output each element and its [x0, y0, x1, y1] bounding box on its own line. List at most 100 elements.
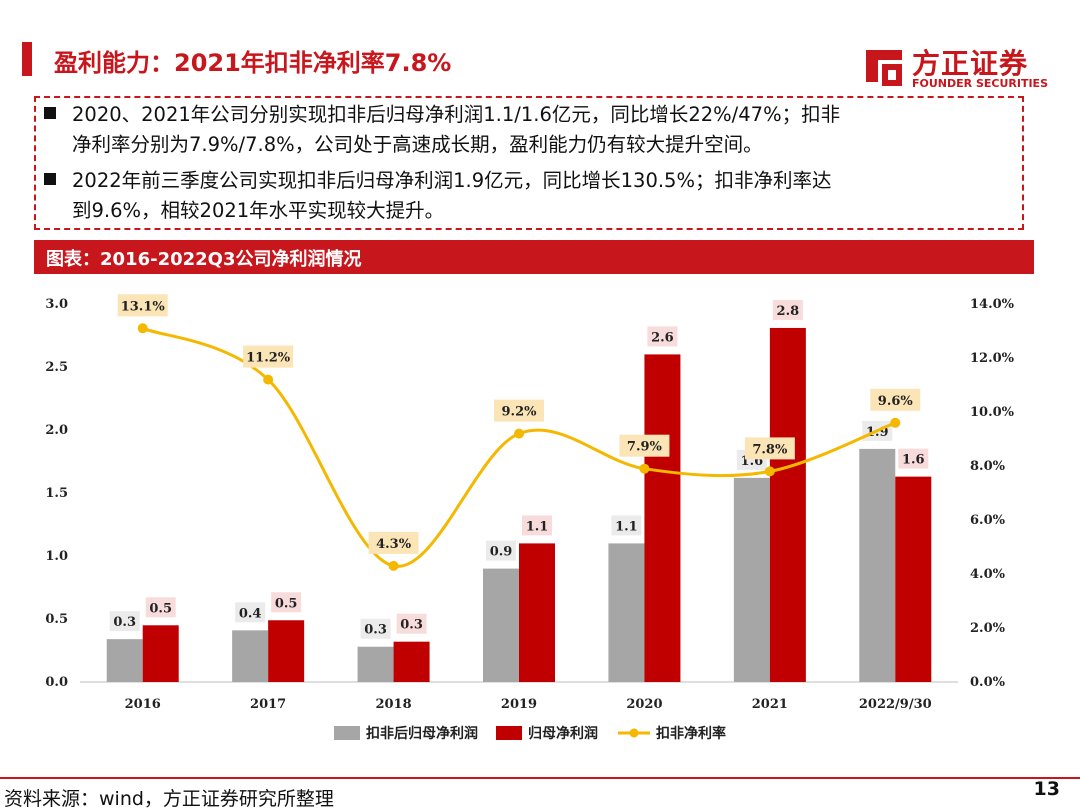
- x-tick-label: 2022/9/30: [859, 697, 932, 712]
- bullet-text-cont: 到9.6%，相较2021年水平实现较大提升。: [72, 199, 445, 222]
- summary-box: 2020、2021年公司分别实现扣非后归母净利润1.1/1.6亿元，同比增长22…: [34, 96, 1024, 230]
- bullet-item: 2020、2021年公司分别实现扣非后归母净利润1.1/1.6亿元，同比增长22…: [44, 100, 1014, 160]
- bar-value-label: 2.8: [777, 304, 800, 319]
- page-number: 13: [1033, 778, 1060, 800]
- y2-tick-label: 6.0%: [970, 513, 1006, 528]
- y2-tick-label: 2.0%: [970, 621, 1006, 636]
- bar-recurring-net-profit: [106, 639, 143, 682]
- bar-net-profit: [393, 641, 430, 682]
- title-accent-bar: [22, 42, 32, 76]
- source-note: 资料来源：wind，方正证券研究所整理: [4, 788, 334, 810]
- margin-label-bg: [494, 399, 544, 422]
- y2-tick-label: 10.0%: [970, 405, 1015, 420]
- bar-net-profit: [895, 476, 932, 682]
- margin-value-label: 7.8%: [752, 442, 788, 457]
- page-title: 盈利能力：2021年扣非净利率7.8%: [54, 49, 452, 77]
- margin-point: [388, 560, 399, 571]
- bar-label-bg: [898, 448, 929, 469]
- company-logo: 方正证券 FOUNDER SECURITIES: [862, 44, 1062, 94]
- legend-label: 归母净利润: [528, 725, 598, 742]
- margin-value-label: 9.6%: [878, 394, 914, 409]
- bar-value-label: 0.3: [364, 623, 387, 638]
- margin-point: [137, 323, 148, 334]
- footer-divider: [0, 777, 1080, 779]
- x-tick-label: 2021: [752, 697, 788, 712]
- bar-label-bg: [145, 597, 176, 618]
- margin-label-bg: [619, 434, 670, 457]
- y2-tick-label: 14.0%: [970, 297, 1015, 312]
- y-tick-label: 1.5: [45, 486, 68, 501]
- margin-point: [514, 428, 524, 439]
- bar-label-bg: [235, 602, 266, 623]
- bar-net-profit: [268, 620, 305, 682]
- margin-label-bg: [243, 345, 294, 368]
- margin-value-label: 11.2%: [246, 351, 291, 366]
- legend-swatch-recurring: [334, 726, 360, 740]
- x-tick-label: 2017: [250, 697, 286, 712]
- bar-net-profit: [519, 543, 555, 682]
- bar-label-bg: [486, 540, 516, 561]
- logo-text-cn: 方正证券: [912, 47, 1029, 80]
- bar-net-profit: [644, 354, 681, 682]
- bar-value-label: 1.6: [902, 453, 925, 468]
- bar-label-bg: [396, 613, 427, 634]
- y-tick-label: 1.0: [45, 549, 68, 564]
- margin-value-label: 7.9%: [627, 440, 663, 455]
- bar-net-profit: [142, 625, 179, 682]
- bullet-item: 2022年前三季度公司实现扣非后归母净利润1.9亿元，同比增长130.5%；扣非…: [44, 166, 1014, 226]
- bar-value-label: 1.1: [526, 519, 549, 534]
- legend-swatch-margin-dot: [629, 728, 639, 738]
- y-tick-label: 0.0: [45, 675, 68, 690]
- bullet-text-cont: 净利率分别为7.9%/7.8%，公司处于高速成长期，盈利能力仍有较大提升空间。: [72, 133, 763, 156]
- bar-value-label: 0.5: [275, 596, 298, 611]
- chart-header: 图表：2016-2022Q3公司净利润情况: [34, 240, 1034, 274]
- margin-label-bg: [870, 388, 921, 411]
- bullet-text: 2020、2021年公司分别实现扣非后归母净利润1.1/1.6亿元，同比增长22…: [72, 103, 841, 126]
- bullet-square-icon: [44, 173, 56, 185]
- founder-logo-icon: [866, 50, 902, 86]
- x-tick-label: 2018: [375, 697, 411, 712]
- bar-label-bg: [522, 515, 552, 536]
- y-tick-label: 0.5: [45, 612, 68, 627]
- margin-value-label: 4.3%: [376, 537, 412, 552]
- y-tick-label: 3.0: [45, 297, 68, 312]
- logo-text-en: FOUNDER SECURITIES: [912, 77, 1048, 90]
- margin-label-bg: [744, 437, 795, 460]
- bar-label-bg: [772, 299, 803, 320]
- bar-value-label: 0.3: [400, 618, 423, 633]
- x-tick-label: 2020: [626, 697, 662, 712]
- x-tick-label: 2019: [501, 697, 537, 712]
- margin-point: [890, 417, 901, 428]
- bar-recurring-net-profit: [232, 630, 269, 682]
- chart-header-title: 图表：2016-2022Q3公司净利润情况: [46, 249, 362, 270]
- bar-value-label: 0.4: [239, 606, 262, 621]
- bullet-square-icon: [44, 107, 56, 119]
- y-tick-label: 2.5: [45, 360, 68, 375]
- y2-tick-label: 8.0%: [970, 459, 1006, 474]
- bar-value-label: 2.6: [651, 330, 674, 345]
- y-tick-label: 2.0: [45, 423, 68, 438]
- bar-value-label: 1.1: [615, 519, 638, 534]
- legend-swatch-net: [496, 726, 522, 740]
- y2-tick-label: 0.0%: [970, 675, 1006, 690]
- margin-value-label: 13.1%: [121, 299, 166, 314]
- bar-recurring-net-profit: [608, 543, 645, 682]
- margin-point: [764, 466, 775, 477]
- bar-recurring-net-profit: [733, 477, 770, 682]
- margin-point: [263, 374, 274, 385]
- y2-tick-label: 4.0%: [970, 567, 1006, 582]
- bar-value-label: 0.9: [490, 545, 513, 560]
- margin-point: [639, 463, 650, 474]
- bar-recurring-net-profit: [483, 568, 519, 682]
- bar-value-label: 0.5: [149, 601, 172, 616]
- bar-value-label: 0.3: [113, 615, 136, 630]
- bar-label-bg: [271, 592, 302, 613]
- margin-label-bg: [368, 531, 419, 554]
- bar-label-bg: [647, 326, 678, 347]
- margin-label-bg: [117, 294, 168, 317]
- bar-recurring-net-profit: [859, 448, 896, 682]
- bar-label-bg: [109, 611, 140, 632]
- legend-label: 扣非净利率: [656, 725, 726, 742]
- bullet-text: 2022年前三季度公司实现扣非后归母净利润1.9亿元，同比增长130.5%；扣非…: [72, 169, 832, 192]
- bar-label-bg: [360, 618, 391, 639]
